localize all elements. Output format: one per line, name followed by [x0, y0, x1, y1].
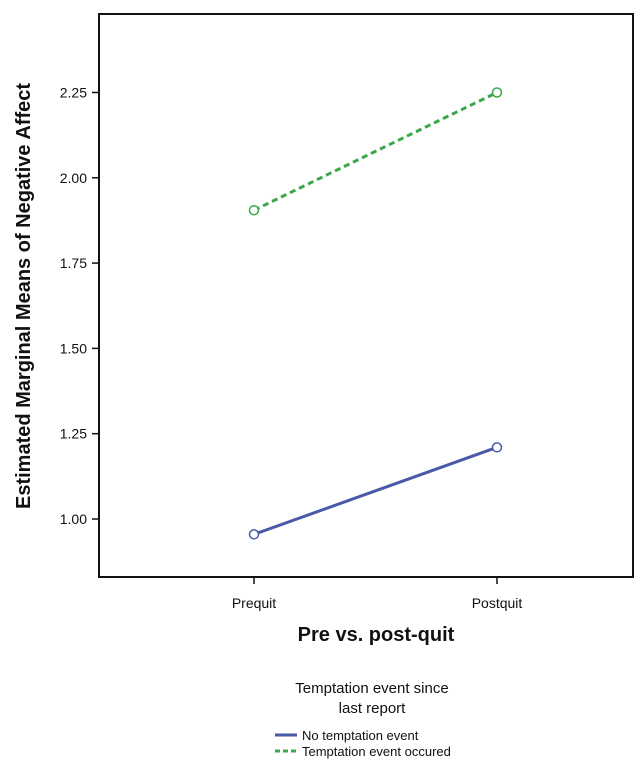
- series-0-point-1: [491, 442, 503, 453]
- series-1-point-0: [248, 204, 260, 216]
- y-tick-label: 2.25: [60, 84, 87, 100]
- legend-title-line2: last report: [339, 700, 407, 717]
- legend-title-line1: Temptation event since: [295, 680, 448, 697]
- y-tick-label: 1.25: [60, 426, 87, 442]
- series-1-point-1: [491, 87, 503, 98]
- x-tick-label: Postquit: [472, 595, 523, 611]
- plot-frame: [98, 13, 634, 578]
- x-tick-label: Prequit: [232, 595, 276, 611]
- y-axis-title: Estimated Marginal Means of Negative Aff…: [13, 83, 35, 509]
- legend-label-temptation: Temptation event occured: [302, 744, 451, 759]
- legend: Temptation event since last report No te…: [275, 680, 451, 759]
- x-axis-title: Pre vs. post-quit: [298, 624, 455, 646]
- series-line-1: [253, 91, 498, 212]
- legend-label-no-temptation: No temptation event: [302, 728, 419, 743]
- x-axis: Prequit Postquit: [232, 577, 523, 611]
- y-tick-label: 1.00: [60, 511, 87, 527]
- series-line-0: [253, 445, 498, 536]
- y-tick-label: 1.75: [60, 255, 87, 271]
- y-axis: 1.00 1.25 1.50 1.75 2.00 2.25: [60, 84, 99, 527]
- y-tick-label: 1.50: [60, 340, 87, 356]
- series-0-point-0: [248, 529, 260, 540]
- series-layer: [248, 87, 503, 540]
- y-tick-label: 2.00: [60, 170, 87, 186]
